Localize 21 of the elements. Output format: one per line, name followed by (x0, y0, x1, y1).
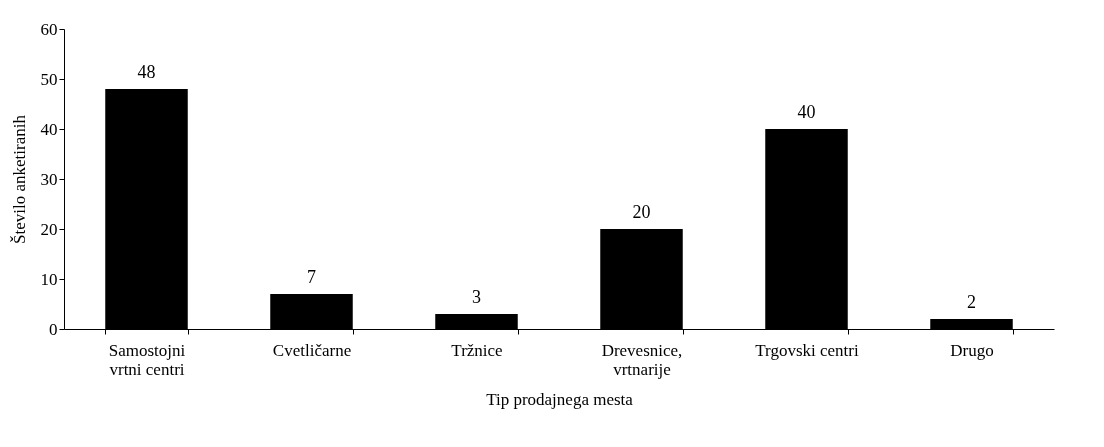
data-label: 20 (632, 202, 651, 222)
x-tick-label: Drevesnice, vrtnarije (601, 340, 683, 379)
y-tick-label: 30 (40, 169, 58, 189)
y-tick-label: 60 (40, 19, 58, 39)
data-label: 2 (967, 292, 976, 312)
x-tick-label: Cvetličarne (272, 340, 352, 360)
data-label: 40 (797, 102, 816, 122)
x-tick-label: Samostojni vrtni centri (108, 340, 186, 379)
y-tick-label: 10 (40, 269, 58, 289)
data-label: 7 (307, 267, 316, 287)
y-axis-title: Število anketiranih (9, 114, 29, 244)
y-tick-label: 20 (40, 219, 58, 239)
data-label: 48 (137, 62, 156, 82)
x-tick-label: Trgovski centri (755, 340, 859, 360)
y-tick-label: 50 (40, 69, 58, 89)
data-label: 3 (472, 287, 481, 307)
x-tick-label: Tržnice (451, 340, 503, 360)
y-tick-label: 0 (49, 319, 58, 339)
x-tick-label: Drugo (950, 340, 994, 360)
y-tick-label: 40 (40, 119, 58, 139)
x-axis-title: Tip prodajnega mesta (486, 389, 634, 409)
